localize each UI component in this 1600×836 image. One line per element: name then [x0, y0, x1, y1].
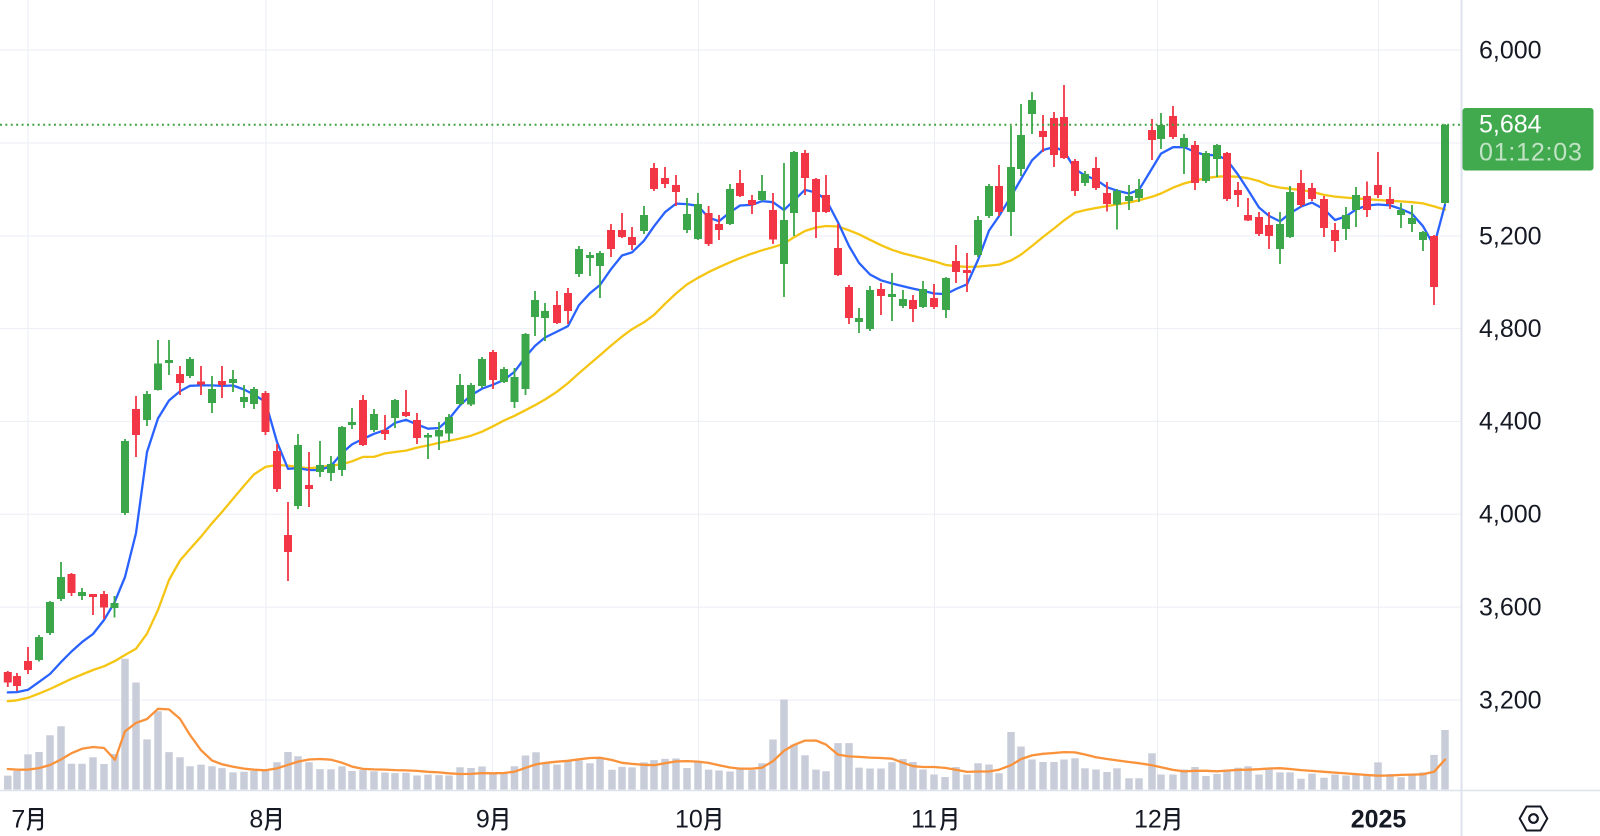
svg-text:4,400: 4,400 — [1479, 408, 1542, 436]
svg-text:6,000: 6,000 — [1479, 36, 1542, 64]
svg-text:4,000: 4,000 — [1479, 501, 1542, 529]
svg-text:4,800: 4,800 — [1479, 315, 1542, 343]
svg-text:8: 8 — [249, 806, 263, 834]
svg-text:01:12:03: 01:12:03 — [1479, 138, 1583, 166]
svg-text:7: 7 — [11, 806, 25, 834]
svg-text:12: 12 — [1134, 806, 1162, 834]
svg-text:5,200: 5,200 — [1479, 222, 1542, 250]
svg-text:10: 10 — [675, 806, 703, 834]
svg-text:11: 11 — [911, 806, 937, 834]
svg-text:5,684: 5,684 — [1479, 110, 1542, 138]
svg-text:9: 9 — [476, 806, 490, 834]
svg-text:2025: 2025 — [1351, 806, 1407, 834]
svg-text:3,200: 3,200 — [1479, 686, 1542, 714]
svg-text:3,600: 3,600 — [1479, 593, 1542, 621]
